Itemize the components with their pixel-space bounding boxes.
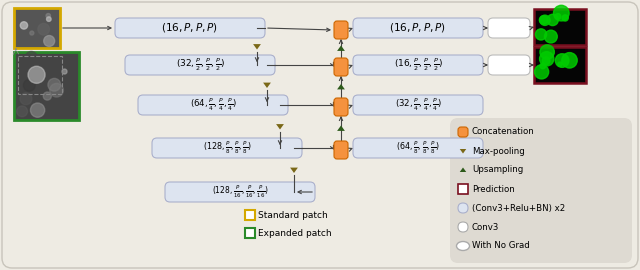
Polygon shape (276, 124, 284, 130)
Circle shape (24, 79, 35, 91)
Circle shape (31, 103, 45, 117)
FancyBboxPatch shape (458, 127, 468, 137)
FancyBboxPatch shape (115, 18, 265, 38)
FancyBboxPatch shape (152, 138, 302, 158)
Circle shape (44, 92, 51, 100)
Text: $(64, \frac{P}{4}, \frac{P}{4}, \frac{P}{4})$: $(64, \frac{P}{4}, \frac{P}{4}, \frac{P}… (189, 97, 236, 113)
Circle shape (545, 30, 557, 43)
Circle shape (540, 63, 545, 69)
Text: Prediction: Prediction (472, 184, 515, 194)
Text: $(32, \frac{P}{2}, \frac{P}{2}, \frac{P}{2})$: $(32, \frac{P}{2}, \frac{P}{2}, \frac{P}… (175, 57, 225, 73)
Circle shape (30, 31, 34, 35)
Text: $(64, \frac{P}{8}, \frac{P}{8}, \frac{P}{8})$: $(64, \frac{P}{8}, \frac{P}{8}, \frac{P}… (396, 140, 440, 156)
FancyBboxPatch shape (353, 55, 483, 75)
FancyBboxPatch shape (165, 182, 315, 202)
Circle shape (44, 36, 54, 46)
Circle shape (555, 14, 561, 19)
FancyBboxPatch shape (458, 222, 468, 232)
FancyBboxPatch shape (458, 203, 468, 213)
FancyBboxPatch shape (353, 138, 483, 158)
Bar (14, 8, 60, 48)
Bar (458, 184, 468, 194)
Circle shape (50, 83, 63, 97)
FancyBboxPatch shape (2, 2, 638, 268)
Circle shape (28, 66, 45, 83)
Text: Expanded patch: Expanded patch (258, 228, 332, 238)
Ellipse shape (456, 241, 470, 251)
Circle shape (536, 29, 547, 40)
Circle shape (17, 106, 28, 117)
Bar (245, 228, 255, 238)
FancyBboxPatch shape (488, 18, 530, 38)
FancyBboxPatch shape (488, 55, 530, 75)
Text: (Conv3+Relu+BN) x2: (Conv3+Relu+BN) x2 (472, 204, 565, 212)
FancyBboxPatch shape (138, 95, 288, 115)
FancyBboxPatch shape (353, 18, 483, 38)
Text: Concatenation: Concatenation (472, 127, 535, 137)
Text: $(128, \frac{P}{16}, \frac{P}{16}, \frac{P}{16})$: $(128, \frac{P}{16}, \frac{P}{16}, \frac… (212, 184, 268, 200)
Circle shape (540, 45, 554, 59)
Circle shape (540, 52, 554, 66)
Text: $(16, \frac{P}{2}, \frac{P}{2}, \frac{P}{2})$: $(16, \frac{P}{2}, \frac{P}{2}, \frac{P}… (394, 57, 442, 73)
Circle shape (558, 62, 562, 66)
Circle shape (20, 22, 28, 29)
Text: Upsampling: Upsampling (472, 166, 524, 174)
Circle shape (554, 5, 569, 21)
Text: $(32, \frac{P}{4}, \frac{P}{4}, \frac{P}{4})$: $(32, \frac{P}{4}, \frac{P}{4}, \frac{P}… (394, 97, 442, 113)
Circle shape (542, 57, 550, 65)
Polygon shape (290, 168, 298, 173)
Circle shape (48, 78, 61, 91)
Circle shape (562, 53, 577, 68)
Circle shape (20, 93, 32, 105)
Circle shape (540, 15, 550, 25)
FancyBboxPatch shape (334, 98, 348, 116)
FancyBboxPatch shape (450, 118, 632, 263)
Circle shape (556, 54, 569, 68)
Text: Conv3: Conv3 (472, 222, 499, 231)
Polygon shape (337, 126, 345, 131)
Circle shape (534, 65, 548, 79)
Polygon shape (263, 83, 271, 88)
Circle shape (547, 14, 558, 26)
FancyBboxPatch shape (125, 55, 275, 75)
Text: Max-pooling: Max-pooling (472, 147, 525, 156)
Polygon shape (253, 44, 261, 49)
Circle shape (46, 14, 51, 18)
Bar (534, 47, 586, 83)
Bar (14, 52, 79, 120)
Text: $(16, P, P, P)$: $(16, P, P, P)$ (390, 22, 447, 35)
Circle shape (562, 15, 568, 21)
Text: $(128, \frac{P}{8}, \frac{P}{8}, \frac{P}{8})$: $(128, \frac{P}{8}, \frac{P}{8}, \frac{P… (203, 140, 252, 156)
Circle shape (540, 16, 548, 24)
FancyBboxPatch shape (334, 141, 348, 159)
Text: $(16, P, P, P)$: $(16, P, P, P)$ (161, 22, 218, 35)
Polygon shape (460, 167, 467, 172)
Polygon shape (460, 149, 467, 154)
FancyBboxPatch shape (353, 95, 483, 115)
FancyBboxPatch shape (334, 21, 348, 39)
Circle shape (47, 17, 51, 21)
Bar (18, 56, 62, 94)
Bar (245, 210, 255, 220)
Polygon shape (337, 84, 345, 89)
Bar (534, 9, 586, 45)
Circle shape (38, 23, 49, 35)
FancyBboxPatch shape (334, 58, 348, 76)
Polygon shape (337, 46, 345, 51)
Text: With No Grad: With No Grad (472, 241, 530, 251)
Circle shape (62, 69, 67, 74)
Circle shape (25, 52, 37, 64)
Text: Standard patch: Standard patch (258, 211, 328, 220)
